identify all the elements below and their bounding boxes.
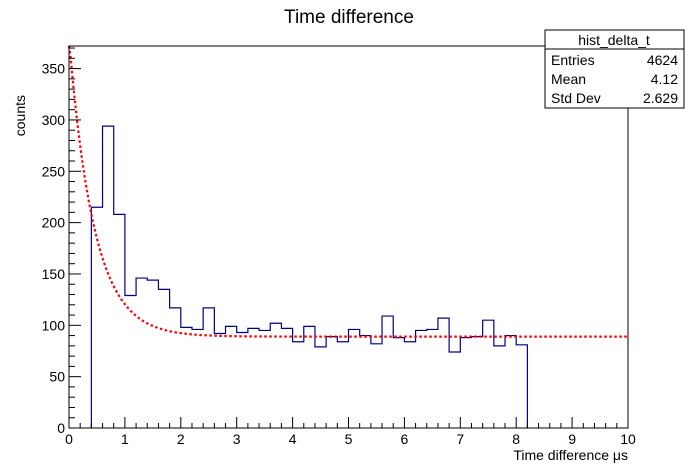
- x-tick-label: 6: [401, 431, 409, 447]
- histogram-bin: [293, 342, 304, 428]
- histogram-bin: [404, 342, 415, 428]
- histogram-bin: [427, 329, 438, 428]
- x-tick-label: 9: [568, 431, 576, 447]
- stats-box-title: hist_delta_t: [578, 32, 650, 48]
- histogram-bin: [304, 326, 315, 428]
- x-axis-label: Time difference μs: [513, 447, 628, 463]
- histogram-bin: [505, 336, 516, 428]
- histogram-bin: [259, 330, 270, 428]
- x-tick-label: 2: [177, 431, 185, 447]
- x-tick-label: 4: [289, 431, 297, 447]
- histogram-bin: [449, 352, 460, 428]
- histogram-bin: [203, 308, 214, 428]
- stats-mean-label: Mean: [551, 71, 586, 87]
- histogram-bin: [315, 347, 326, 428]
- histogram-bin: [181, 327, 192, 428]
- histogram-bin: [471, 337, 482, 428]
- histogram-bin: [416, 330, 427, 428]
- x-tick-label: 10: [620, 431, 636, 447]
- histogram-bin: [226, 326, 237, 428]
- histogram-bin: [158, 289, 169, 428]
- histogram-bin: [248, 328, 259, 428]
- stats-entries-label: Entries: [551, 52, 595, 68]
- y-tick-label: 150: [42, 266, 66, 282]
- histogram-bin: [103, 126, 114, 428]
- x-tick-label: 1: [121, 431, 129, 447]
- histogram-bin: [192, 329, 203, 428]
- stats-box-frame: [544, 29, 685, 109]
- fit-curve: [67, 45, 628, 338]
- histogram-bin: [516, 345, 527, 428]
- stats-box: hist_delta_t Entries 4624 Mean 4.12 Std …: [544, 29, 685, 109]
- histogram-bin: [438, 318, 449, 428]
- x-tick-label: 7: [456, 431, 464, 447]
- x-tick-label: 8: [512, 431, 520, 447]
- histogram-bin: [337, 342, 348, 428]
- histogram-bin: [214, 334, 225, 428]
- histogram-bin: [382, 316, 393, 428]
- histogram-bin: [147, 280, 158, 428]
- y-tick-label: 350: [42, 61, 66, 77]
- y-tick-label: 0: [57, 420, 65, 436]
- y-tick-label: 200: [42, 215, 66, 231]
- histogram-bin: [393, 338, 404, 428]
- stats-stddev-label: Std Dev: [551, 90, 601, 106]
- chart-title: Time difference: [284, 7, 414, 28]
- histogram-bin: [170, 308, 181, 428]
- histogram-bin: [237, 333, 248, 429]
- y-tick-label: 100: [42, 317, 66, 333]
- histogram-bin: [494, 346, 505, 428]
- x-tick-label: 0: [65, 431, 73, 447]
- y-tick-label: 250: [42, 163, 66, 179]
- histogram-bin: [349, 329, 360, 428]
- histogram-bin: [136, 278, 147, 428]
- histogram-bin: [270, 323, 281, 428]
- y-tick-label: 50: [49, 369, 65, 385]
- histogram-bin: [371, 344, 382, 428]
- histogram-bin: [360, 336, 371, 428]
- stats-stddev-value: 2.629: [643, 90, 678, 106]
- histogram-bin: [114, 214, 125, 428]
- histogram-bin: [326, 337, 337, 428]
- histogram-bin: [460, 338, 471, 428]
- stats-entries-value: 4624: [647, 52, 678, 68]
- plot-frame: [68, 45, 629, 429]
- histogram-series: [90, 125, 528, 428]
- y-axis-label: counts: [12, 95, 28, 136]
- x-tick-label: 5: [345, 431, 353, 447]
- x-tick-label: 3: [233, 431, 241, 447]
- stats-mean-value: 4.12: [651, 71, 678, 87]
- histogram-bin: [281, 328, 292, 428]
- y-tick-label: 300: [42, 112, 66, 128]
